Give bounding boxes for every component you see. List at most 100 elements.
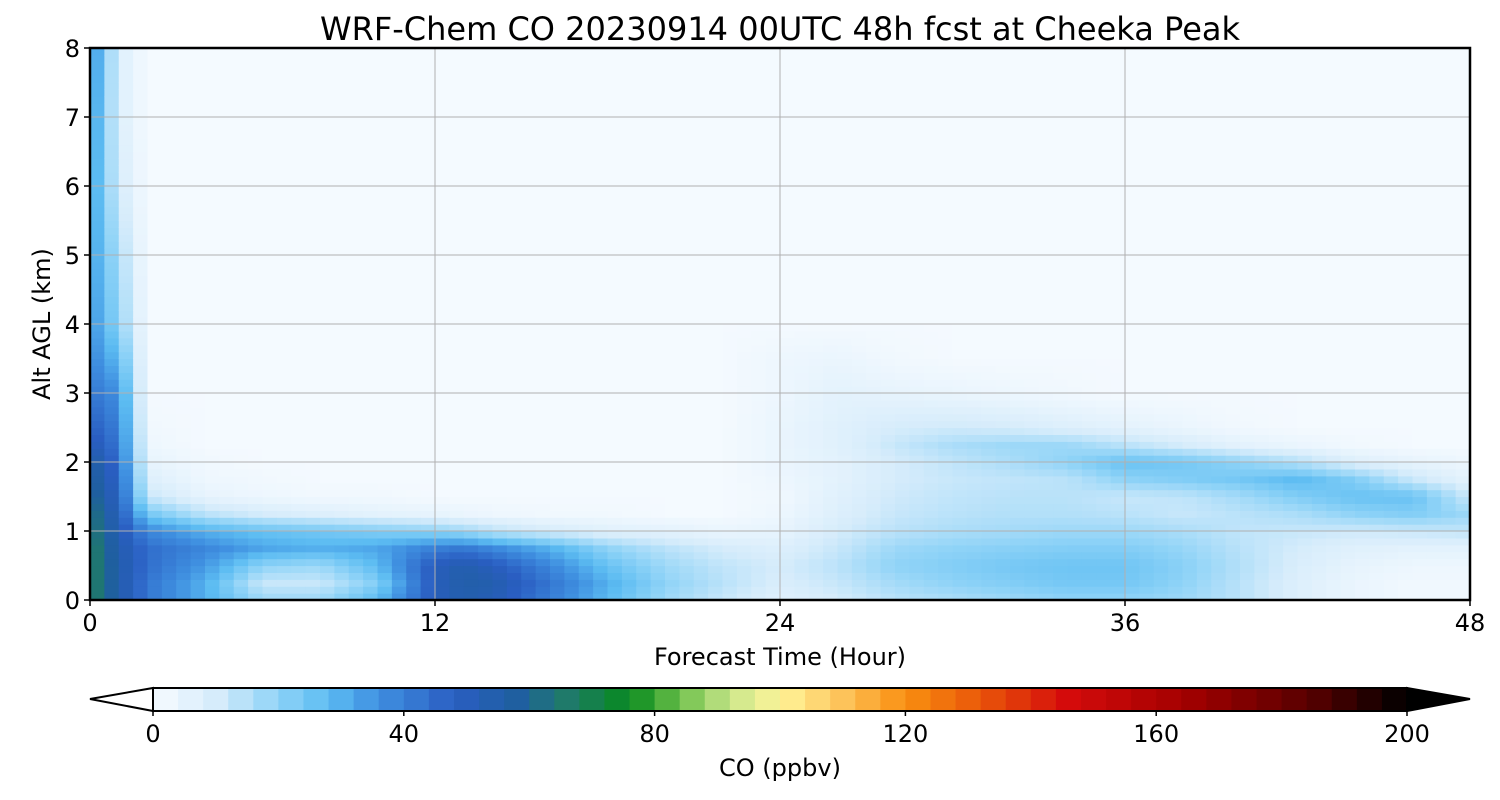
heatmap-cell: [794, 206, 810, 215]
heatmap-cell: [147, 330, 163, 339]
heatmap-cell: [521, 344, 537, 353]
heatmap-cell: [435, 551, 450, 560]
heatmap-cell: [161, 220, 177, 228]
heatmap-cell: [607, 399, 623, 408]
heatmap-cell: [420, 406, 436, 415]
heatmap-cell: [90, 61, 105, 70]
heatmap-cell: [147, 151, 163, 159]
heatmap-cell: [420, 420, 436, 429]
heatmap-cell: [248, 82, 264, 90]
heatmap-cell: [636, 310, 652, 318]
heatmap-cell: [348, 420, 364, 429]
heatmap-cell: [981, 537, 997, 546]
heatmap-cell: [952, 144, 968, 153]
heatmap-cell: [305, 151, 321, 159]
heatmap-cell: [578, 103, 594, 111]
heatmap-cell: [981, 420, 997, 429]
heatmap-cell: [607, 179, 623, 187]
heatmap-cell: [866, 482, 882, 491]
heatmap-cell: [104, 503, 120, 511]
heatmap-cell: [161, 365, 177, 373]
heatmap-cell: [420, 75, 436, 84]
heatmap-cell: [693, 413, 709, 422]
heatmap-cell: [650, 496, 666, 504]
heatmap-cell: [406, 61, 422, 70]
heatmap-cell: [550, 358, 565, 366]
heatmap-cell: [535, 475, 551, 484]
heatmap-cell: [895, 572, 910, 580]
heatmap-cell: [550, 551, 565, 560]
heatmap-cell: [348, 158, 364, 166]
heatmap-cell: [391, 579, 407, 587]
heatmap-cell: [636, 234, 652, 242]
heatmap-cell: [248, 475, 264, 484]
heatmap-cell: [190, 192, 206, 201]
heatmap-cell: [521, 110, 537, 118]
heatmap-cell: [492, 123, 508, 132]
heatmap-cell: [90, 455, 105, 463]
heatmap-cell: [219, 324, 235, 332]
heatmap-cell: [665, 351, 680, 360]
heatmap-cell: [118, 544, 134, 553]
heatmap-cell: [923, 330, 939, 339]
heatmap-cell: [363, 275, 379, 284]
heatmap-cell: [665, 275, 680, 284]
heatmap-cell: [320, 61, 335, 70]
heatmap-cell: [665, 68, 680, 77]
heatmap-cell: [147, 220, 163, 228]
heatmap-cell: [161, 399, 177, 408]
heatmap-cell: [176, 282, 192, 291]
heatmap-cell: [276, 475, 292, 484]
heatmap-cell: [133, 289, 149, 297]
heatmap-cell: [435, 337, 450, 346]
heatmap-cell: [118, 510, 134, 518]
heatmap-cell: [550, 158, 565, 166]
heatmap-cell: [880, 89, 896, 97]
heatmap-cell: [104, 455, 120, 463]
heatmap-cell: [578, 192, 594, 201]
heatmap-cell: [190, 186, 206, 194]
heatmap-cell: [923, 462, 939, 470]
heatmap-cell: [794, 130, 810, 139]
heatmap-cell: [176, 241, 192, 249]
heatmap-cell: [406, 158, 422, 166]
heatmap-cell: [90, 517, 105, 525]
heatmap-cell: [492, 489, 508, 498]
heatmap-cell: [262, 468, 278, 477]
heatmap-cell: [147, 268, 163, 277]
heatmap-cell: [492, 48, 508, 56]
heatmap-cell: [981, 531, 997, 539]
heatmap-cell: [147, 103, 163, 111]
heatmap-cell: [161, 393, 177, 401]
heatmap-cell: [636, 455, 652, 463]
heatmap-cell: [679, 462, 695, 470]
heatmap-cell: [262, 524, 278, 532]
heatmap-cell: [147, 130, 163, 139]
heatmap-cell: [205, 393, 220, 401]
heatmap-cell: [219, 337, 235, 346]
heatmap-cell: [506, 54, 522, 63]
heatmap-cell: [305, 565, 321, 573]
heatmap-cell: [248, 337, 264, 346]
heatmap-cell: [334, 289, 350, 297]
heatmap-cell: [104, 517, 120, 525]
heatmap-cell: [650, 192, 666, 201]
heatmap-cell: [923, 206, 939, 215]
heatmap-cell: [880, 565, 896, 573]
heatmap-cell: [449, 558, 465, 567]
heatmap-cell: [161, 572, 177, 580]
heatmap-cell: [966, 427, 982, 435]
heatmap-cell: [895, 531, 910, 539]
heatmap-cell: [535, 172, 551, 180]
heatmap-cell: [823, 137, 839, 146]
heatmap-cell: [334, 406, 350, 415]
heatmap-cell: [420, 455, 436, 463]
heatmap-cell: [291, 551, 307, 560]
heatmap-cell: [190, 137, 206, 146]
heatmap-cell: [248, 496, 264, 504]
heatmap-cell: [765, 130, 781, 139]
heatmap-cell: [133, 489, 149, 498]
heatmap-cell: [420, 399, 436, 408]
heatmap-cell: [837, 406, 853, 415]
heatmap-cell: [176, 496, 192, 504]
